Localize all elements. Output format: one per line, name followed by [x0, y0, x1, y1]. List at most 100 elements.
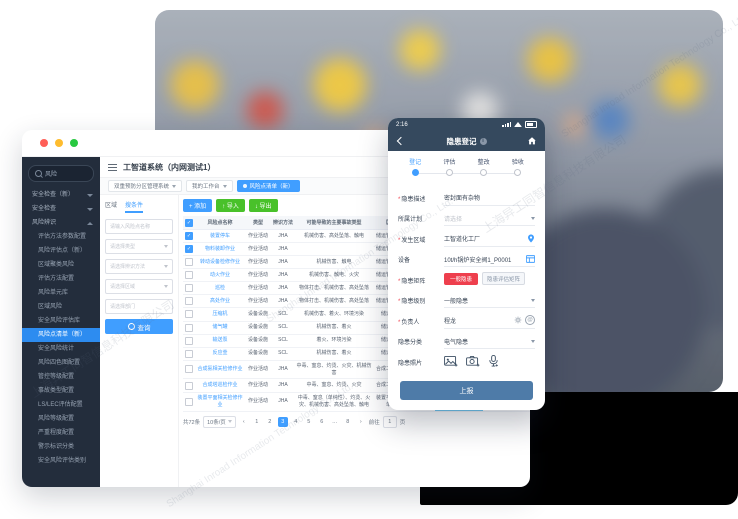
- row-checkbox[interactable]: [185, 258, 193, 267]
- risk-point-link[interactable]: 装置停车: [195, 229, 245, 244]
- back-icon[interactable]: [396, 135, 406, 147]
- prev-page-button[interactable]: ‹: [242, 418, 245, 425]
- step-dot[interactable]: [432, 169, 466, 176]
- close-window-button[interactable]: [40, 139, 48, 147]
- mic-add-icon[interactable]: [488, 355, 499, 367]
- filter-tab[interactable]: 搜条件: [125, 200, 144, 213]
- sidebar-item[interactable]: 区域聚类风险: [22, 258, 100, 272]
- camera-add-icon[interactable]: [466, 355, 480, 367]
- owner-picker[interactable]: 程龙 @: [444, 315, 535, 329]
- sidebar-item[interactable]: 安全风险评估类别: [22, 454, 100, 468]
- sidebar-item[interactable]: 风险点清单（新）: [22, 328, 100, 342]
- risk-point-link[interactable]: 合成氨相关检修作业: [195, 360, 245, 380]
- export-button[interactable]: ↓ 导出: [248, 199, 278, 212]
- sidebar-item[interactable]: LS/LEC评估配置: [22, 398, 100, 412]
- risk-point-link[interactable]: 输送泵: [195, 334, 245, 348]
- row-checkbox[interactable]: [185, 271, 193, 280]
- open-tab-chip[interactable]: 我的工作台: [186, 180, 233, 192]
- open-tab-chip[interactable]: 双重预防分区管理系统: [108, 180, 183, 192]
- page-number-button[interactable]: 6: [320, 418, 324, 425]
- row-checkbox[interactable]: [185, 397, 193, 406]
- at-contact-icon[interactable]: @: [525, 315, 535, 325]
- submit-button[interactable]: 上报: [400, 381, 533, 400]
- risk-point-link[interactable]: 转动设备检修作业: [195, 255, 245, 270]
- step-dot[interactable]: [501, 169, 535, 176]
- open-tab-chip[interactable]: 风险点清单（新）: [236, 180, 300, 192]
- row-checkbox[interactable]: [185, 336, 193, 345]
- risk-point-link[interactable]: 合成塔巡检作业: [195, 378, 245, 394]
- risk-point-link[interactable]: 装置平面相关检修作业: [195, 392, 245, 412]
- page-number-button[interactable]: …: [332, 418, 338, 425]
- step-dot[interactable]: [467, 169, 501, 176]
- import-button[interactable]: ↑ 导入: [216, 199, 245, 212]
- page-number-button[interactable]: 4: [294, 418, 298, 425]
- risk-point-link[interactable]: 物料装卸作业: [195, 242, 245, 257]
- gear-icon[interactable]: [514, 316, 522, 324]
- select-all-checkbox[interactable]: ✓: [185, 218, 193, 227]
- hazard-description-input[interactable]: 密封面有杂物: [444, 193, 535, 206]
- page-number-button[interactable]: 8: [346, 418, 350, 425]
- region-picker[interactable]: 工智道化工厂: [444, 234, 535, 247]
- step-dot[interactable]: [398, 169, 432, 176]
- sidebar-item[interactable]: 安全检查（新）: [22, 188, 100, 202]
- sidebar-item[interactable]: 风险评估点（新）: [22, 244, 100, 258]
- goto-page-input[interactable]: 1: [382, 415, 397, 428]
- sidebar-item[interactable]: 风险辨识: [22, 216, 100, 230]
- sidebar-item[interactable]: 安全风险评估库: [22, 314, 100, 328]
- row-checkbox[interactable]: [185, 381, 193, 390]
- row-checkbox[interactable]: ✓: [185, 232, 193, 240]
- filter-tab[interactable]: 区域: [105, 203, 118, 209]
- page-number-button[interactable]: 3: [277, 416, 288, 427]
- risk-point-link[interactable]: 储气罐: [195, 321, 245, 335]
- sidebar-item[interactable]: 安全风险统计: [22, 342, 100, 356]
- info-badge-icon[interactable]: i: [479, 137, 487, 145]
- home-icon[interactable]: [527, 136, 537, 146]
- filter-input[interactable]: 请输入风险点名称: [105, 219, 173, 234]
- filter-select[interactable]: 请选择辨识方法: [105, 259, 173, 274]
- sidebar-item[interactable]: 评估方法参数配置: [22, 230, 100, 244]
- risk-point-link[interactable]: 高处作业: [195, 294, 245, 309]
- row-checkbox[interactable]: [185, 365, 193, 374]
- row-checkbox[interactable]: ✓: [185, 245, 193, 254]
- matrix-evaluate-button[interactable]: 隐患评估矩阵: [482, 272, 526, 285]
- page-number-button[interactable]: 1: [255, 418, 259, 425]
- sidebar-item[interactable]: 事故类型配置: [22, 384, 100, 398]
- risk-point-link[interactable]: 反应釜: [195, 347, 245, 361]
- minimize-window-button[interactable]: [55, 139, 63, 147]
- risk-point-link[interactable]: 巡检: [195, 281, 245, 296]
- add-button[interactable]: + 添加: [183, 199, 213, 212]
- row-checkbox[interactable]: [185, 310, 193, 319]
- level-select[interactable]: 一般隐患: [444, 296, 535, 308]
- general-hazard-button[interactable]: 一般隐患: [444, 272, 479, 285]
- next-page-button[interactable]: ›: [359, 418, 362, 425]
- row-checkbox[interactable]: [185, 284, 193, 293]
- row-checkbox[interactable]: [185, 297, 193, 306]
- device-picker[interactable]: 10t/h锅炉安全阀1_P0001: [444, 255, 535, 267]
- row-checkbox[interactable]: [185, 349, 193, 358]
- page-size-select[interactable]: 10条/页: [203, 415, 236, 428]
- image-add-icon[interactable]: [444, 355, 458, 367]
- sidebar-search-input[interactable]: 风险: [28, 165, 94, 182]
- sidebar-item[interactable]: 严重程度配置: [22, 426, 100, 440]
- zoom-window-button[interactable]: [70, 139, 78, 147]
- risk-point-link[interactable]: 动火作业: [195, 268, 245, 283]
- sidebar-item[interactable]: 警示标识分类: [22, 440, 100, 454]
- risk-point-link[interactable]: 压缩机: [195, 307, 245, 322]
- sidebar-item[interactable]: 管控等级配置: [22, 370, 100, 384]
- page-number-button[interactable]: 5: [307, 418, 311, 425]
- sidebar-item[interactable]: 风险四色图配置: [22, 356, 100, 370]
- sidebar-item[interactable]: 安全检查: [22, 202, 100, 216]
- row-checkbox[interactable]: [185, 323, 193, 332]
- menu-icon[interactable]: [108, 163, 117, 171]
- sidebar-item[interactable]: 评估方法配置: [22, 272, 100, 286]
- plan-select[interactable]: 请选择: [444, 214, 535, 226]
- filter-select[interactable]: 请选择区域: [105, 279, 173, 294]
- sidebar-item[interactable]: 区域风险: [22, 300, 100, 314]
- category-select[interactable]: 电气隐患: [444, 337, 535, 349]
- sidebar-item[interactable]: 风险等级配置: [22, 412, 100, 426]
- sidebar-item[interactable]: 风险单元库: [22, 286, 100, 300]
- filter-input[interactable]: 请选择部门: [105, 299, 173, 314]
- query-button[interactable]: 查询: [105, 319, 173, 334]
- page-number-button[interactable]: 2: [268, 418, 272, 425]
- filter-select[interactable]: 请选择类型: [105, 239, 173, 254]
